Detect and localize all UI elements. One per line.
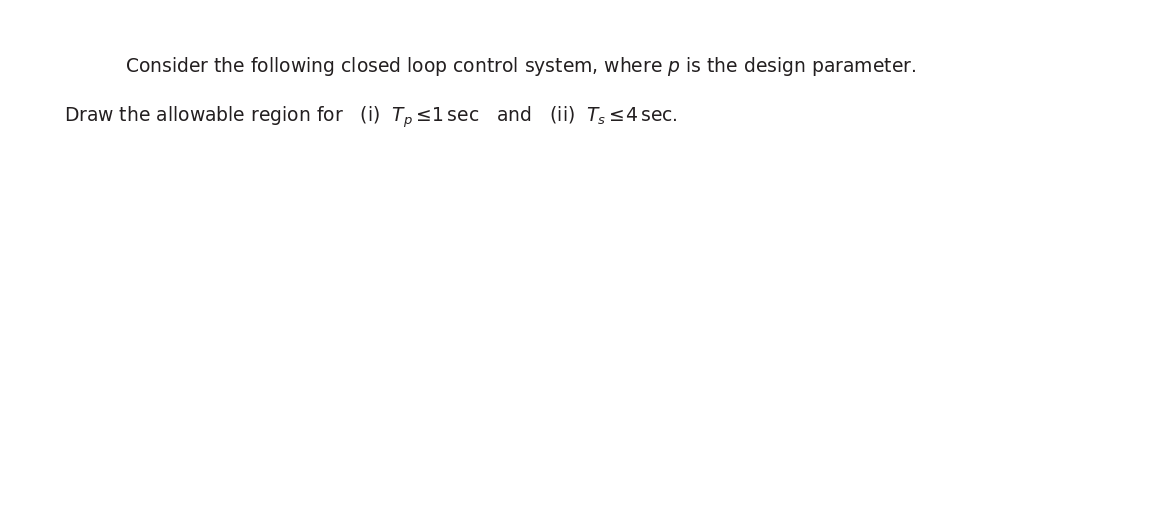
Text: Consider the following closed loop control system, where $p$ is the design param: Consider the following closed loop contr…: [125, 55, 917, 78]
Text: Draw the allowable region for   (i)  $T_p \leq\!1\,\mathrm{sec}$   and   (ii)  $: Draw the allowable region for (i) $T_p \…: [64, 105, 678, 130]
